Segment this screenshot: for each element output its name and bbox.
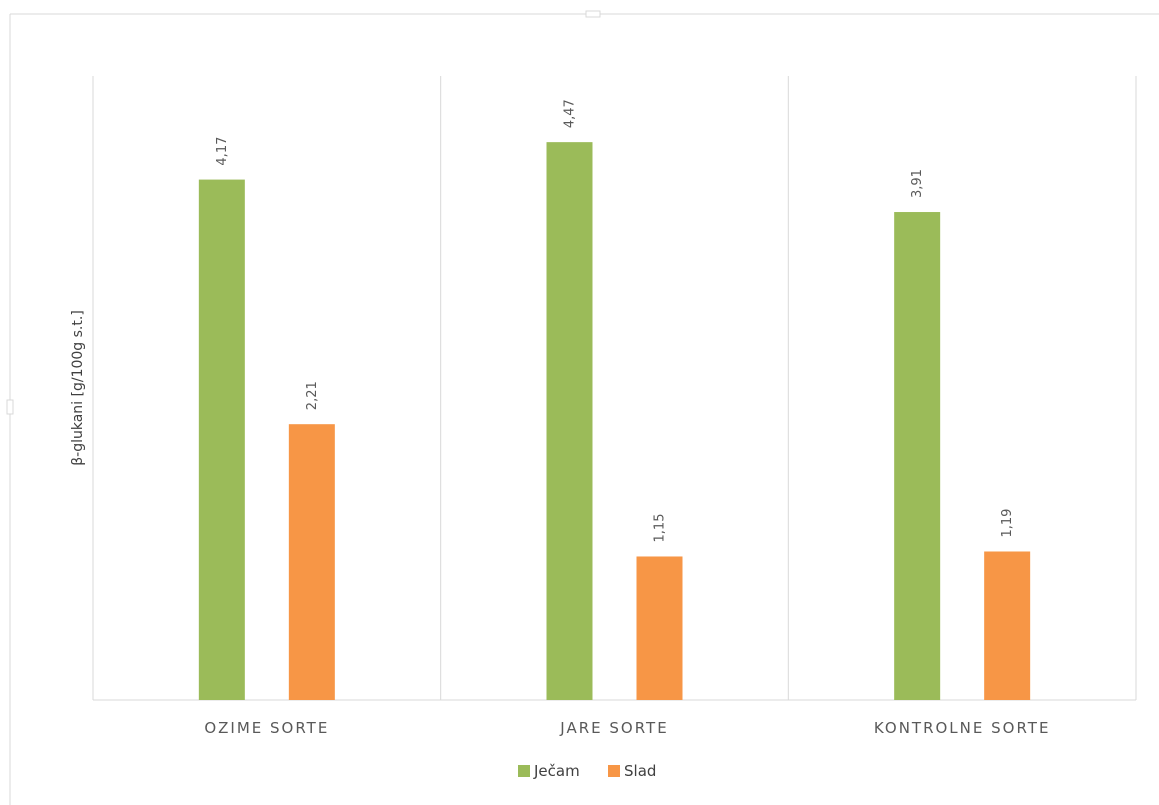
bar-slad-jare-sorte [636, 556, 683, 700]
bar-jecam-ozime-sorte [198, 179, 245, 701]
bars-layer [198, 142, 1031, 701]
legend-swatch-slad [608, 765, 620, 777]
grid-layer [92, 76, 1137, 701]
data-label-jecam-kontrolne-sorte: 3,91 [910, 169, 925, 198]
data-label-slad-jare-sorte: 1,15 [653, 514, 668, 543]
frame-left-handle [6, 399, 14, 415]
data-label-slad-ozime-sorte: 2,21 [305, 381, 320, 410]
data-label-jecam-ozime-sorte: 4,17 [215, 137, 230, 166]
legend-label-jecam: Ječam [533, 762, 580, 780]
bar-jecam-jare-sorte [546, 142, 593, 701]
x-tick-label-jare-sorte: JARE SORTE [559, 719, 668, 737]
x-tick-labels-layer: OZIME SORTE JARE SORTE KONTROLNE SORTE [204, 719, 1051, 737]
data-labels-layer: 4,17 4,47 3,91 2,21 1,15 1,19 [215, 99, 1015, 542]
x-tick-label-kontrolne-sorte: KONTROLNE SORTE [874, 719, 1051, 737]
bar-slad-ozime-sorte [288, 424, 335, 700]
legend-label-slad: Slad [624, 762, 656, 780]
frame-top-handle [585, 10, 601, 18]
legend-swatch-jecam [518, 765, 530, 777]
data-label-slad-kontrolne-sorte: 1,19 [1000, 509, 1015, 538]
legend: Ječam Slad [518, 762, 656, 780]
bar-jecam-kontrolne-sorte [894, 212, 941, 701]
x-tick-label-ozime-sorte: OZIME SORTE [204, 719, 329, 737]
data-label-jecam-jare-sorte: 4,47 [563, 99, 578, 128]
bar-slad-kontrolne-sorte [984, 551, 1031, 700]
y-axis-title: β-glukani [g/100g s.t.] [70, 310, 86, 466]
